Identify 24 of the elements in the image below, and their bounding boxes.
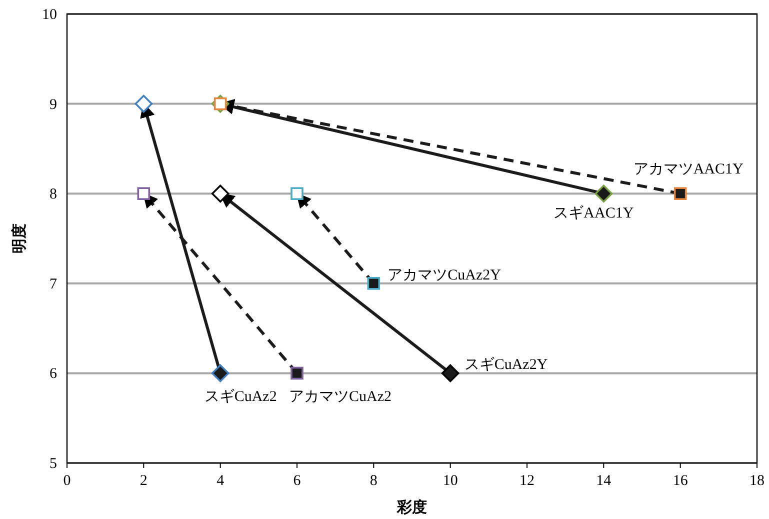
y-tick-label: 7	[50, 276, 58, 292]
x-tick-label: 8	[370, 473, 378, 489]
x-tick-label: 4	[216, 473, 225, 489]
x-tick-label: 18	[750, 473, 764, 489]
y-tick-label: 8	[50, 186, 57, 203]
y-tick-label: 10	[42, 7, 57, 23]
y-tick-label: 5	[50, 456, 57, 472]
x-tick-label: 2	[140, 473, 148, 489]
x-tick-label: 16	[672, 473, 688, 489]
series-label: スギCuAz2	[204, 388, 277, 406]
y-axis-title: 明度	[10, 224, 28, 254]
y-tick-label: 6	[50, 366, 58, 382]
series-label: スギAAC1Y	[554, 204, 634, 222]
x-axis-title: 彩度	[396, 498, 427, 516]
series-label: アカマツCuAz2Y	[388, 267, 502, 284]
series-label: アカマツCuAz2	[289, 389, 392, 406]
x-tick-label: 10	[442, 473, 458, 489]
x-tick-label: 12	[520, 473, 534, 489]
series-label: アカマツAAC1Y	[633, 162, 744, 178]
x-tick-label: 6	[293, 473, 302, 489]
y-tick-label: 9	[50, 96, 57, 113]
x-tick-label: 0	[63, 473, 71, 489]
series-label: スギCuAz2Y	[464, 356, 548, 374]
x-tick-label: 14	[596, 473, 612, 489]
